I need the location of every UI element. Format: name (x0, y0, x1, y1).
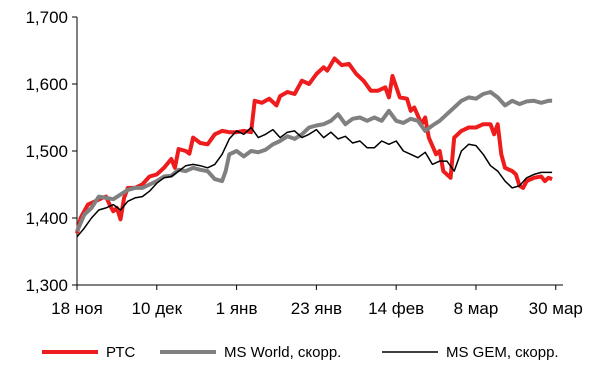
legend-label: MS World, скорр. (224, 344, 341, 361)
x-tick-label: 23 янв (291, 299, 342, 318)
legend-rts: РТС (42, 344, 135, 361)
y-tick-label: 1,600 (25, 75, 68, 94)
legend-label: РТС (106, 344, 135, 361)
rts-series-line (75, 56, 553, 234)
x-tick-label: 18 ноя (51, 299, 103, 318)
chart-axes (76, 17, 563, 286)
y-tick-label: 1,400 (25, 209, 68, 228)
x-tick-label: 30 мар (529, 299, 583, 318)
legend-ms-world: MS World, скорр. (160, 344, 341, 361)
series-lines (75, 56, 553, 238)
y-tick-label: 1,300 (25, 276, 68, 295)
y-axis-ticks: 1,300 1,400 1,500 1,600 1,700 (25, 8, 77, 295)
ms-world-series-line (75, 90, 553, 233)
legend-ms-gem: MS GEM, скорр. (382, 344, 559, 361)
legend: РТС MS World, скорр. MS GEM, скорр. (42, 344, 559, 361)
legend-label: MS GEM, скорр. (446, 344, 559, 361)
x-tick-label: 1 янв (216, 299, 258, 318)
y-tick-label: 1,500 (25, 142, 68, 161)
x-axis-ticks: 18 ноя 10 дек 1 янв 23 янв 14 фев 8 мар 30 мар (51, 285, 583, 318)
x-tick-label: 14 фев (368, 299, 424, 318)
x-tick-label: 8 мар (454, 299, 499, 318)
ms-gem-series-line (76, 126, 553, 238)
x-tick-label: 10 дек (132, 299, 183, 318)
y-tick-label: 1,700 (25, 8, 68, 27)
